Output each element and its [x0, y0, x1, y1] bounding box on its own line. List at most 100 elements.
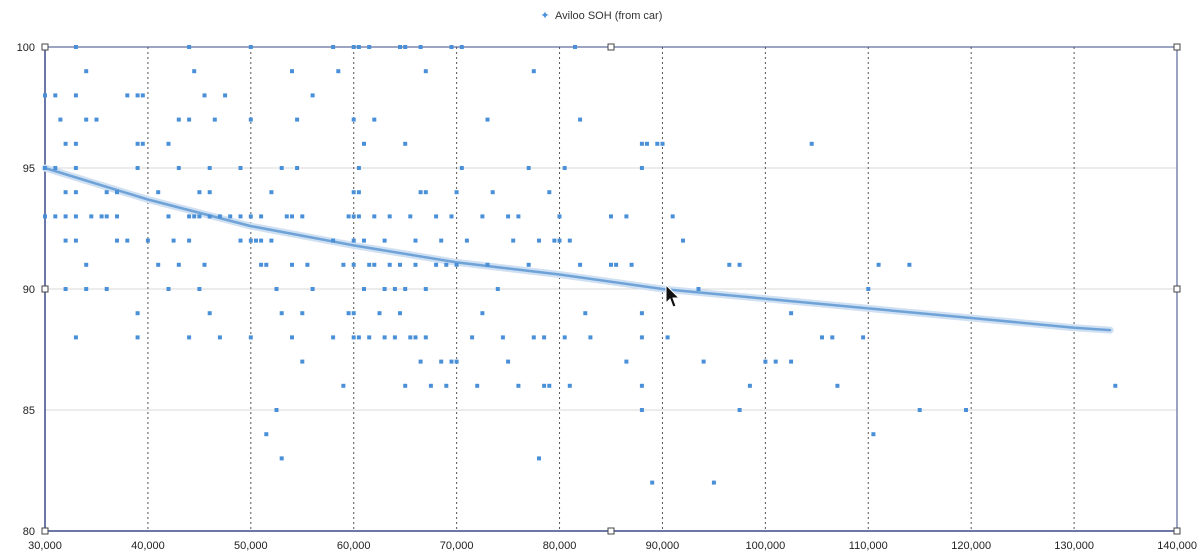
- data-point: [362, 287, 366, 291]
- data-point: [459, 166, 464, 170]
- data-point: [238, 166, 243, 170]
- data-point: [156, 190, 161, 195]
- x-tick-label: 30,000: [28, 540, 62, 552]
- data-point: [537, 238, 541, 243]
- data-point: [835, 383, 840, 388]
- data-point: [259, 214, 264, 219]
- data-point: [73, 166, 78, 170]
- data-point: [511, 238, 516, 243]
- data-point: [470, 335, 475, 340]
- data-point: [392, 335, 397, 340]
- data-point: [43, 93, 47, 98]
- data-point: [274, 408, 279, 412]
- data-point: [58, 117, 63, 122]
- data-point: [104, 190, 109, 195]
- data-point: [63, 214, 68, 219]
- data-point: [665, 335, 670, 340]
- data-point: [444, 262, 449, 267]
- data-point: [639, 311, 644, 316]
- data-point: [187, 214, 192, 219]
- data-point: [542, 335, 547, 340]
- data-point: [362, 238, 366, 243]
- data-point: [171, 238, 176, 243]
- data-point: [279, 166, 284, 170]
- selection-handles[interactable]: [41, 43, 1181, 535]
- data-point: [351, 214, 356, 219]
- data-point: [290, 214, 294, 219]
- x-tick-label: 110,000: [849, 540, 888, 552]
- data-point: [408, 335, 413, 340]
- data-point: [423, 69, 428, 74]
- data-point: [356, 190, 361, 195]
- data-point: [84, 262, 89, 267]
- data-point: [660, 141, 665, 146]
- data-point: [727, 262, 732, 267]
- data-point: [197, 287, 202, 291]
- x-tick-label: 70,000: [440, 540, 474, 552]
- data-point: [212, 117, 217, 122]
- data-point: [73, 45, 78, 49]
- data-point: [351, 117, 356, 122]
- data-point: [573, 45, 577, 49]
- resize-handle[interactable]: [41, 527, 49, 535]
- x-tick-label: 100,000: [745, 540, 785, 552]
- data-point: [274, 287, 279, 291]
- data-point: [701, 359, 706, 364]
- data-point: [290, 262, 294, 267]
- y-axis-ticks: 80 85 90 95 100: [17, 42, 35, 538]
- data-point: [439, 359, 444, 364]
- data-point: [166, 141, 171, 146]
- data-point: [567, 383, 572, 388]
- data-point: [197, 214, 202, 219]
- data-point: [531, 69, 536, 74]
- data-point: [876, 262, 881, 267]
- resize-handle[interactable]: [41, 43, 49, 51]
- data-point: [547, 383, 552, 388]
- data-point: [248, 238, 253, 243]
- data-point: [624, 359, 629, 364]
- data-point: [166, 287, 171, 291]
- x-tick-label: 120,000: [951, 540, 991, 552]
- data-point: [552, 238, 557, 243]
- x-tick-label: 130,000: [1054, 540, 1094, 552]
- data-point: [305, 262, 310, 267]
- data-point: [125, 238, 130, 243]
- data-point: [392, 287, 397, 291]
- data-point: [63, 238, 68, 243]
- data-point: [351, 335, 356, 340]
- data-point: [351, 238, 356, 243]
- data-point: [43, 214, 47, 219]
- data-point: [73, 214, 78, 219]
- data-point: [382, 238, 387, 243]
- data-point: [449, 214, 454, 219]
- resize-handle[interactable]: [607, 527, 615, 535]
- data-point: [73, 190, 78, 195]
- resize-handle[interactable]: [1173, 43, 1181, 51]
- data-point: [382, 335, 387, 340]
- resize-handle[interactable]: [1173, 285, 1181, 293]
- resize-handle[interactable]: [607, 43, 615, 51]
- data-point: [248, 45, 253, 49]
- x-tick-label: 40,000: [131, 540, 165, 552]
- legend-marker-icon: ✦: [540, 10, 549, 22]
- resize-handle[interactable]: [1173, 527, 1181, 535]
- data-point: [711, 480, 716, 485]
- resize-handle[interactable]: [41, 285, 49, 293]
- data-point: [300, 359, 305, 364]
- data-point: [639, 141, 644, 146]
- data-point: [279, 311, 284, 316]
- data-points: [43, 45, 1118, 485]
- data-point: [562, 166, 567, 170]
- data-point: [207, 214, 212, 219]
- data-point: [351, 311, 356, 316]
- data-point: [53, 93, 58, 98]
- data-point: [609, 262, 613, 267]
- data-point: [310, 287, 315, 291]
- data-point: [135, 166, 140, 170]
- data-point: [557, 238, 562, 243]
- legend-label: Aviloo SOH (from car): [555, 10, 662, 22]
- data-point: [439, 238, 444, 243]
- data-point: [542, 383, 547, 388]
- data-point: [614, 262, 619, 267]
